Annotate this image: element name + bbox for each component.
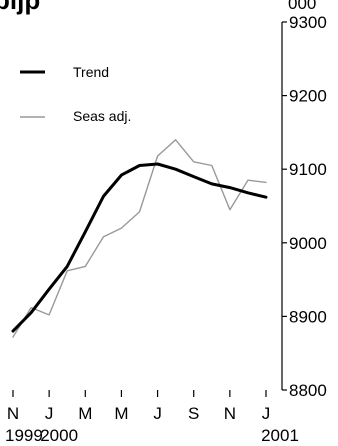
y-tick-label: 8900	[289, 307, 327, 326]
legend-seasadj-label: Seas adj.	[73, 108, 131, 124]
x-year-label: 2001	[261, 426, 299, 445]
legend: Trend Seas adj.	[20, 64, 131, 124]
legend-trend-label: Trend	[73, 64, 109, 80]
y-axis-ticks: 8800 8900 9000 9100 9200 9300	[282, 13, 327, 400]
y-unit-label: 000	[288, 0, 316, 13]
x-year-label: 1999	[5, 426, 43, 445]
trend-series-line	[11, 162, 268, 333]
x-tick-label: N	[224, 404, 236, 423]
x-tick-label: J	[262, 404, 271, 423]
y-tick-label: 9300	[289, 13, 327, 32]
y-tick-label: 9100	[289, 160, 327, 179]
x-tick-label: M	[114, 404, 128, 423]
series-layer	[11, 139, 268, 338]
y-tick-label: 9000	[289, 234, 327, 253]
y-tick-label: 9200	[289, 87, 327, 106]
x-tick-label: M	[78, 404, 92, 423]
seas-adj-series-line	[12, 139, 267, 338]
x-tick-label: N	[7, 404, 19, 423]
y-tick-label: 8800	[289, 381, 327, 400]
chart-title-fragment: pljp	[0, 0, 40, 15]
x-tick-label: S	[188, 404, 199, 423]
x-year-label: 2000	[40, 426, 78, 445]
x-tick-label: J	[153, 404, 162, 423]
x-tick-label: J	[45, 404, 54, 423]
